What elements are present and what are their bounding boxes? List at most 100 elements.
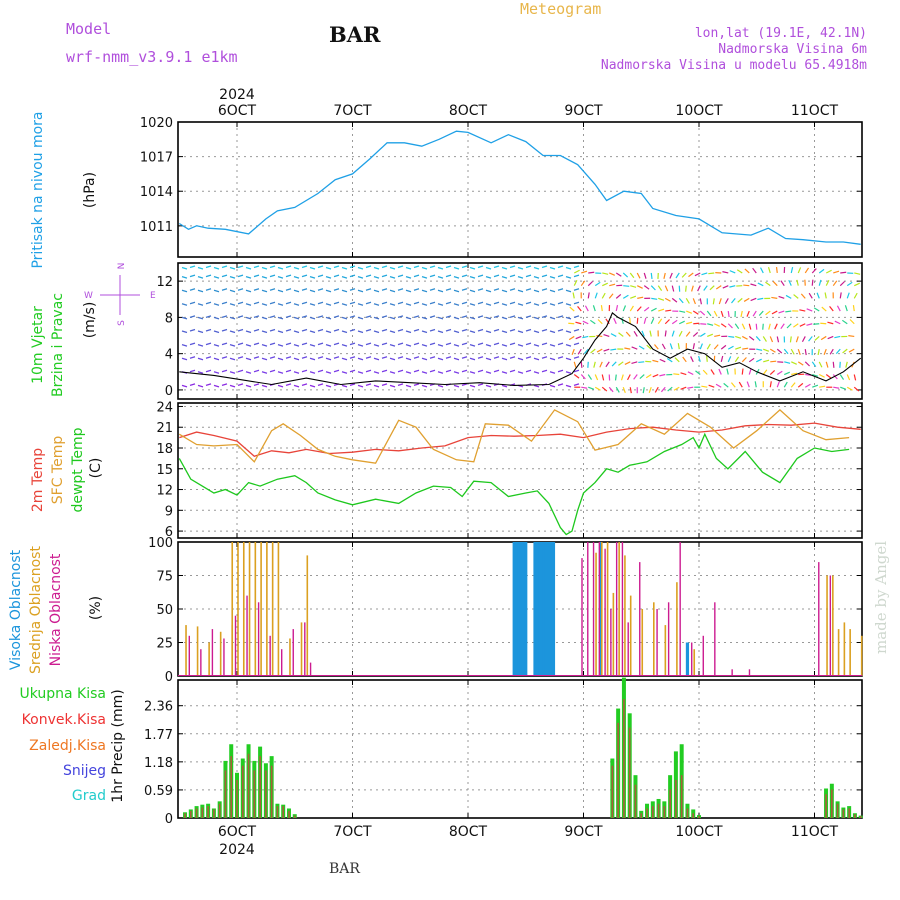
wind-barb-r0-49 (573, 383, 580, 387)
mid-cloud-bar-25 (653, 602, 655, 676)
wind-barb-storm-139 (663, 272, 666, 279)
wind-barb-r1-6 (229, 371, 236, 374)
wind-barb-r0-24 (373, 384, 380, 388)
wind-barb-r3-2 (197, 343, 204, 347)
wind-barb-storm-225 (727, 323, 733, 329)
precip-ytick-label-2: 1.18 (144, 756, 173, 771)
mid-cloud-bar-6 (237, 542, 239, 676)
watermark: made by Angel (872, 540, 890, 654)
wind-barb-storm-390 (846, 386, 853, 391)
wind-barb-storm-152 (674, 357, 680, 363)
temp-series-sfc (178, 409, 850, 464)
wind-barb-storm-168 (685, 285, 687, 292)
low-cloud-bar-28 (731, 669, 733, 676)
wind-barb-r8-10 (261, 275, 268, 279)
wind-barb-r4-46 (549, 330, 556, 334)
wind-barb-r5-17 (317, 315, 324, 319)
wind-barb-r5-8 (245, 316, 252, 320)
wind-barb-storm-29 (588, 271, 595, 274)
wind-barb-r6-20 (341, 303, 348, 306)
wind-barb-storm-282 (770, 360, 777, 363)
low-cloud-bar-22 (656, 609, 658, 676)
wind-barb-storm-362 (825, 361, 829, 368)
high-cloud-bar-0 (512, 542, 516, 676)
wind-barb-storm-174 (692, 331, 699, 337)
wind-barb-storm-341 (812, 373, 819, 377)
wind-barb-storm-233 (735, 346, 742, 350)
wind-barb-r2-11 (269, 356, 276, 359)
wind-barb-storm-344 (808, 336, 813, 342)
wind-barb-storm-35 (590, 319, 596, 325)
wind-barb-storm-171 (687, 371, 694, 376)
wind-barb-r4-43 (525, 328, 532, 332)
wind-barb-storm-262 (755, 358, 762, 363)
wind-barb-r3-13 (285, 342, 292, 346)
wind-barb-r8-17 (317, 274, 324, 278)
wind-barb-r0-4 (213, 384, 220, 388)
wind-barb-r2-10 (261, 357, 268, 361)
clouds-ytick-label-4: 100 (148, 536, 173, 551)
wind-barb-storm-298 (772, 280, 778, 287)
wind-barb-r1-9 (253, 369, 260, 373)
wind-barb-r8-3 (205, 274, 212, 278)
wind-barb-storm-378 (832, 280, 838, 287)
wind-barb-storm-334 (801, 336, 806, 343)
low-cloud-bar-4 (234, 615, 237, 676)
mid-cloud-bar-16 (306, 555, 309, 676)
wind-barb-r0-25 (381, 383, 388, 387)
wind-barb-r2-43 (525, 356, 532, 359)
wind-barb-storm-78 (623, 285, 630, 287)
wind-barb-storm-115 (650, 318, 655, 325)
low-cloud-bar-9 (292, 629, 294, 676)
pressure-ytick-label-0: 1011 (140, 220, 173, 235)
wind-barb-r2-15 (301, 356, 308, 359)
wind-barb-storm-245 (741, 323, 746, 330)
precip-conv-bar-24 (634, 784, 637, 818)
wind-barb-r9-36 (469, 266, 476, 270)
high-cloud-axis-title: Visoka Oblacnost (8, 549, 24, 670)
wind-barb-r5-38 (485, 316, 492, 320)
wind-barb-r5-14 (293, 316, 300, 320)
wind-barb-r7-7 (237, 288, 244, 291)
wind-barb-r5-11 (269, 315, 276, 319)
wind-barb-storm-43 (596, 348, 603, 353)
wind-barb-r3-34 (453, 343, 460, 347)
wind-barb-r1-1 (189, 369, 196, 373)
wind-barb-r4-47 (557, 328, 564, 332)
wind-barb-storm-288 (765, 281, 771, 287)
wind-barb-storm-200 (708, 384, 715, 388)
precip-conv-bar-6 (218, 803, 221, 818)
wind-barb-r9-35 (461, 265, 468, 269)
wind-barb-storm-320 (797, 382, 804, 388)
wind-barb-storm-98 (636, 285, 643, 289)
wind-barb-storm-185 (700, 323, 707, 325)
wind-barb-storm-153 (677, 343, 680, 350)
wind-barb-r8-46 (549, 275, 556, 279)
wind-barb-storm-263 (756, 348, 763, 351)
wind-barb-r8-22 (357, 275, 364, 279)
wind-barb-storm-211 (718, 368, 722, 375)
wind-barb-r2-19 (333, 356, 340, 359)
temp-series-dewpt (178, 432, 850, 536)
wind-barb-r1-38 (485, 371, 492, 374)
bottom-time-label-3: 9OCT (564, 824, 603, 840)
wind-barb-storm-246 (740, 310, 743, 318)
wind-barb-storm-311 (791, 372, 798, 376)
wind-barb-r3-49 (573, 342, 580, 346)
wind-barb-r3-24 (373, 343, 380, 347)
precip-conv-bar-42 (859, 816, 862, 818)
wind-barb-r3-44 (533, 343, 540, 347)
wind-barb-r7-23 (365, 288, 372, 291)
mid-cloud-bar-13 (277, 542, 280, 676)
wind-barb-r4-48 (565, 330, 572, 334)
wind-barb-storm-363 (823, 348, 827, 355)
wind-barb-storm-114 (649, 330, 652, 337)
wind-barb-r9-39 (493, 265, 500, 269)
wind-barb-r5-31 (429, 315, 436, 319)
wind-barb-r2-12 (277, 357, 284, 361)
wind-barb-storm-232 (734, 356, 740, 363)
wind-barb-r9-17 (317, 265, 324, 269)
wind-barb-r5-33 (445, 315, 452, 319)
wind-barb-storm-83 (624, 347, 631, 350)
wind-barb-storm-183 (699, 343, 703, 350)
